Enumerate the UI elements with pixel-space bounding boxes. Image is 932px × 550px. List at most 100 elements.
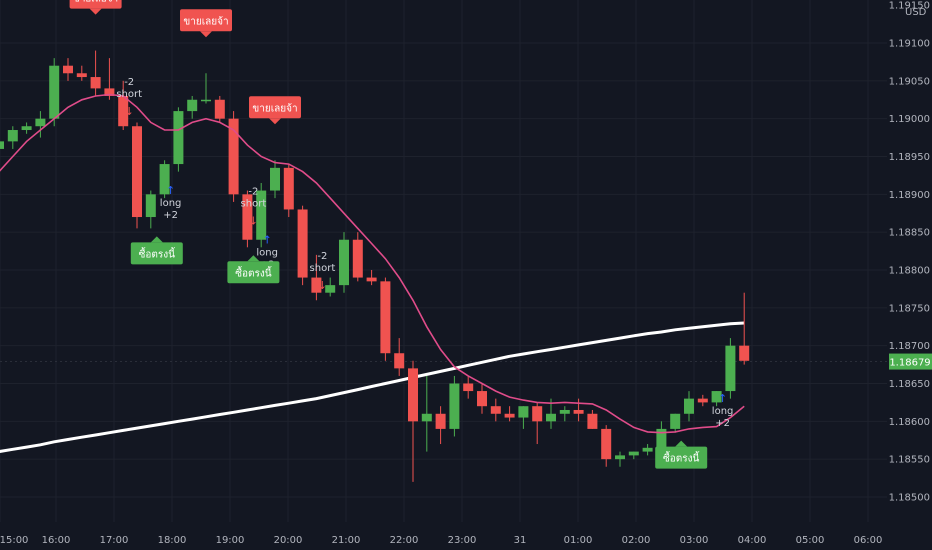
candle-body [449, 383, 460, 429]
price-tick-label: 1.18950 [889, 152, 930, 163]
long-arrow-icon: ↑ [263, 233, 272, 246]
time-tick-label: 18:00 [158, 535, 187, 546]
currency-label: USD [905, 7, 927, 18]
candle-body [490, 406, 501, 414]
candle-body [394, 353, 405, 369]
buy-label-text: ซื้อตรงนี้ [663, 451, 700, 465]
candle-body [297, 209, 308, 278]
time-tick-label: 03:00 [680, 535, 709, 546]
long-signal-line1: long [712, 406, 734, 417]
time-tick-label: 05:00 [796, 535, 825, 546]
sell-label-pointer [269, 118, 281, 125]
long-signal-line2: +2 [715, 418, 730, 429]
candle-body [421, 413, 432, 422]
candle-body [642, 447, 653, 452]
price-tick-label: 1.19100 [889, 39, 930, 50]
time-tick-label: 04:00 [738, 535, 767, 546]
ma-slow-layer [0, 321, 745, 453]
price-tick-label: 1.18850 [889, 228, 930, 239]
price-tick-label: 1.18500 [889, 493, 930, 504]
ma-slow-line [0, 321, 745, 453]
candle-body [104, 88, 115, 96]
price-axis[interactable]: 1.18500 1.18550 1.18600 1.18650 1.18700 1.187… [889, 1, 930, 504]
price-tick-label: 1.18550 [889, 455, 930, 466]
time-tick-label: 17:00 [100, 535, 129, 546]
candle-body [187, 99, 198, 112]
candle-body [656, 428, 667, 448]
current-price-tag-bg [889, 353, 932, 370]
sell-label-bg [249, 96, 301, 119]
candle-body [559, 409, 570, 414]
candle-body [242, 194, 253, 240]
candle-body [504, 413, 515, 418]
candle-body [21, 126, 32, 131]
candle-body [339, 239, 349, 286]
candle-body [63, 65, 73, 74]
buy-label-bg [227, 261, 280, 284]
candle-body [615, 455, 625, 460]
price-tick-label: 1.19000 [889, 114, 930, 125]
candle-body [132, 126, 142, 218]
candle-body [7, 130, 18, 142]
sell-label-text: ขายเลยจ้า [252, 102, 297, 114]
time-tick-label: 20:00 [274, 535, 303, 546]
sell-label-text: ขายเลยจ้า [73, 0, 118, 5]
candle-body [532, 406, 543, 422]
candle-body [173, 111, 184, 165]
sell-label-pointer [89, 8, 102, 15]
price-tick-label: 1.18700 [889, 341, 930, 352]
short-signal-line2: short [116, 89, 142, 100]
price-tick-label: 1.18800 [889, 266, 930, 277]
candle-body [739, 345, 750, 361]
candle-body [214, 99, 225, 119]
candle-body [118, 95, 129, 127]
short-arrow-icon: ↓ [318, 279, 327, 292]
candle-body [201, 99, 211, 102]
candle-body [159, 164, 170, 195]
candle-body [518, 406, 529, 418]
long-arrow-icon: ↑ [166, 184, 175, 197]
candle-body [228, 118, 239, 195]
short-signal-line1: -2 [248, 187, 258, 198]
time-tick-label: 06:00 [854, 535, 883, 546]
time-tick-label: 22:00 [390, 535, 419, 546]
time-tick-label: 01:00 [564, 535, 593, 546]
short-arrow-icon: ↓ [249, 215, 258, 228]
sell-label-text: ขายเลยจ้า [183, 15, 228, 27]
buy-label-bg [655, 446, 708, 469]
trade-labels: ขายเลยจ้าขายเลยจ้าขายเลยจ้าซื้อตรงนี้ซื้… [69, 0, 708, 469]
signals: -2short↓-2short↓-2short↓↑long+2↑long+2↑l… [116, 77, 733, 429]
buy-label-pointer [150, 236, 163, 243]
time-tick-label: 23:00 [448, 535, 477, 546]
time-tick-label: 19:00 [216, 535, 245, 546]
time-tick-label: 16:00 [42, 535, 71, 546]
candle-body [76, 73, 87, 78]
buy-label-pointer [675, 440, 688, 447]
candle-body [408, 368, 418, 422]
candle-body [380, 281, 391, 354]
ma-fast-line [0, 93, 745, 434]
candle-body [546, 413, 556, 422]
time-tick-label: 02:00 [622, 535, 651, 546]
time-axis[interactable]: 15:00 16:00 17:00 18:00 19:00 20:00 21:00 22:00… [0, 535, 882, 546]
buy-label-pointer [247, 255, 260, 262]
candle-body [601, 428, 612, 460]
candle-body [725, 345, 736, 392]
candle-body [311, 277, 322, 293]
sell-label-bg [69, 0, 122, 9]
candle-body [711, 391, 722, 403]
current-price-tag-text: 1.18679 [889, 358, 930, 369]
buy-label-text: ซื้อตรงนี้ [235, 265, 272, 279]
candle-body [49, 65, 60, 119]
price-tick-label: 1.18600 [889, 417, 930, 428]
time-tick-label: 15:00 [0, 535, 28, 546]
short-signal-line1: -2 [317, 251, 327, 262]
long-arrow-icon: ↑ [718, 392, 727, 405]
candle-body [463, 383, 474, 392]
short-signal-line1: -2 [124, 77, 134, 88]
candles [0, 50, 750, 482]
long-signal-line1: long [160, 198, 182, 209]
candle-body [587, 413, 598, 429]
